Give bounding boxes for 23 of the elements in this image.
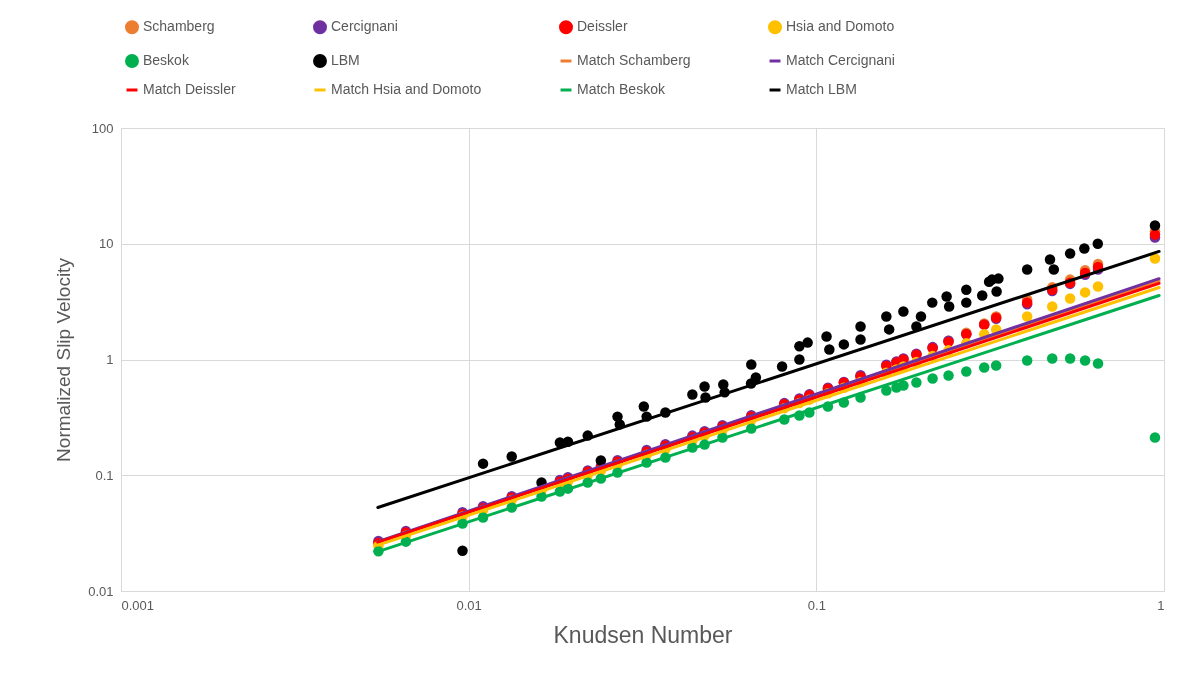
legend-label: Beskok [143, 52, 190, 68]
x-tick-label: 0.001 [121, 597, 155, 613]
y-tick-label: 1 [106, 352, 114, 367]
legend-label: Cercignani [331, 18, 398, 35]
legend-label: Hsia and Domoto [786, 18, 895, 35]
y-tick-label: 10 [99, 236, 114, 252]
y-tick-label: 0.01 [88, 583, 114, 599]
x-tick-label: 0.01 [456, 597, 482, 613]
x-axis-title: Knudsen Number [553, 621, 733, 648]
legend-label: LBM [331, 52, 360, 68]
legend-label: Match Schamberg [577, 52, 691, 68]
y-axis-title: Normalized Slip Velocity [53, 257, 75, 462]
legend-label: Match Beskok [577, 81, 666, 97]
legend-label: Match LBM [786, 81, 857, 97]
legend-label: Match Deissler [143, 81, 236, 97]
legend-label: Schamberg [143, 18, 215, 35]
x-tick-label: 1 [1157, 597, 1165, 613]
y-tick-label: 100 [91, 120, 114, 136]
legend-label: Deissler [577, 18, 628, 35]
y-tick-label: 0.1 [95, 467, 114, 483]
legend-label: Match Cercignani [786, 52, 895, 68]
x-tick-label: 0.1 [807, 597, 826, 613]
legend-label: Match Hsia and Domoto [331, 81, 482, 97]
